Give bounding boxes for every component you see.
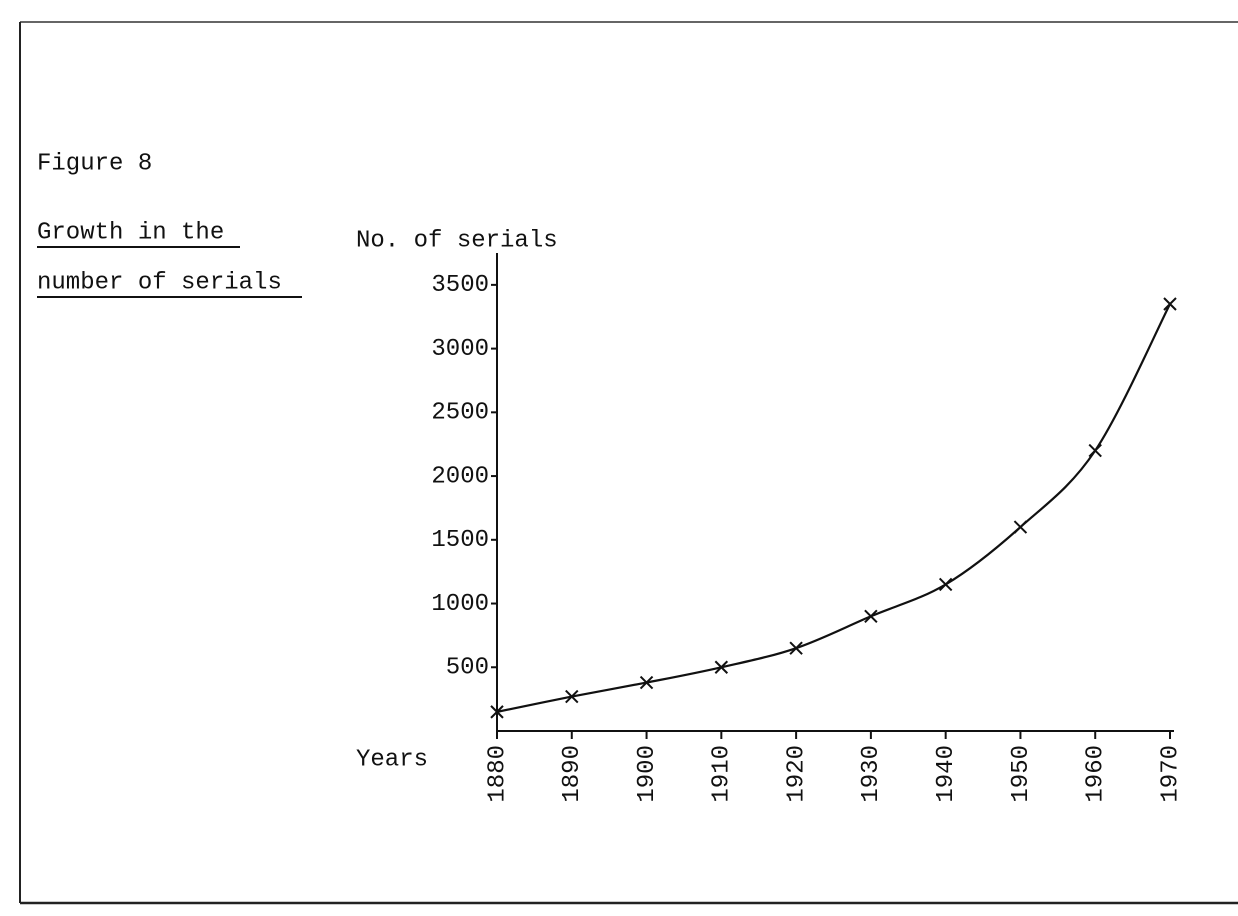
x-tick-label: 1970 (1157, 745, 1184, 803)
point-marker (789, 641, 803, 655)
x-tick-label: 1900 (634, 745, 661, 803)
y-tick-label: 2500 (431, 400, 489, 427)
point-marker (938, 577, 953, 592)
y-tick-label: 2000 (431, 463, 489, 490)
x-tick-label: 1950 (1008, 745, 1035, 803)
figure-label: Figure 8 (37, 150, 152, 177)
x-tick-label: 1920 (783, 745, 810, 803)
y-tick-label: 1500 (431, 527, 489, 554)
chart-title: number of serials (37, 269, 282, 296)
point-marker (864, 609, 878, 623)
point-marker (1013, 520, 1028, 534)
x-tick-label: 1880 (484, 745, 511, 803)
y-tick-label: 1000 (431, 591, 489, 618)
y-tick-label: 3000 (431, 336, 489, 363)
x-tick-label: 1930 (858, 745, 885, 803)
series-line (496, 303, 1171, 713)
x-axis-label: Years (356, 746, 428, 773)
point-marker (1163, 297, 1177, 311)
chart-title: Growth in the (37, 219, 224, 246)
point-marker (490, 705, 504, 719)
x-tick-label: 1910 (709, 745, 736, 803)
x-tick-label: 1890 (559, 745, 586, 803)
x-tick-label: 1960 (1083, 745, 1110, 803)
point-marker (1088, 443, 1102, 458)
x-tick-label: 1940 (933, 745, 960, 803)
y-tick-label: 3500 (431, 272, 489, 299)
point-marker (639, 675, 654, 690)
point-marker (714, 660, 729, 674)
point-marker (565, 689, 579, 704)
y-axis-label: No. of serials (356, 227, 558, 254)
y-tick-label: 500 (446, 655, 489, 682)
